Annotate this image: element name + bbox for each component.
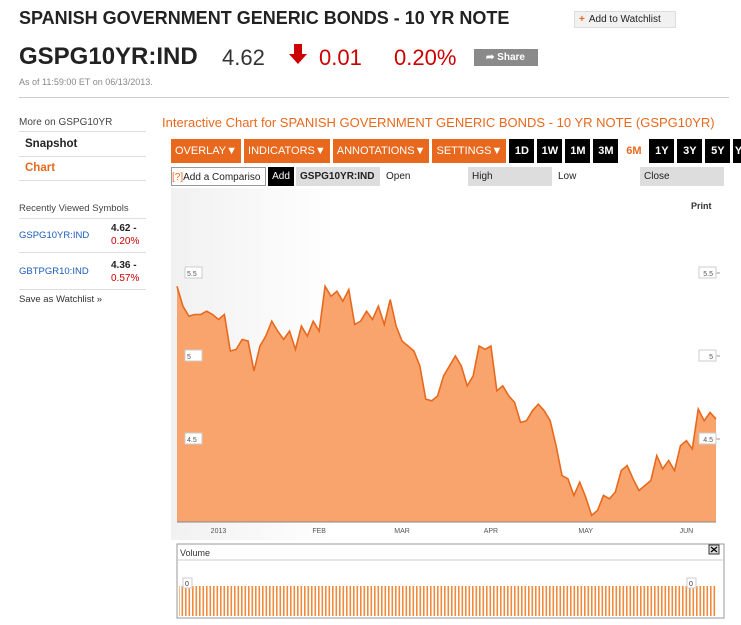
range-button[interactable]: 3Y <box>677 139 703 163</box>
tick-label-box <box>698 349 717 362</box>
nav-link[interactable]: Chart <box>25 162 56 174</box>
chart-heading: Interactive Chart for SPANISH GOVERNMENT… <box>162 115 715 130</box>
volume-title: Volume <box>180 548 210 558</box>
menu-label: ANNOTATIONS <box>336 145 415 157</box>
y-tick-label: 5 <box>709 354 713 361</box>
y-tick-label: 5.5 <box>187 271 197 278</box>
y-tick-label: 4.5 <box>187 437 197 444</box>
recent-title: Recently Viewed Symbols <box>19 203 129 214</box>
page-title: SPANISH GOVERNMENT GENERIC BONDS - 10 YR… <box>19 8 510 28</box>
y-tick-label: 5 <box>187 354 191 361</box>
tick-label-box <box>698 432 717 445</box>
share-button[interactable]: ➦ Share <box>474 49 538 66</box>
x-tick-label: APR <box>484 528 498 535</box>
menu-button[interactable]: INDICATORS▼ <box>244 139 330 163</box>
volume-tick-label: 0 <box>185 581 189 588</box>
range-button[interactable]: 5Y <box>705 139 731 163</box>
recent-symbol[interactable]: GSPG10YR:IND <box>19 230 90 241</box>
recent-symbol[interactable]: GBTPGR10:IND <box>19 266 89 277</box>
x-tick-label: FEB <box>312 528 326 535</box>
y-tick-label: 4.5 <box>703 437 713 444</box>
recent-change: 0.57% <box>111 273 140 284</box>
range-button[interactable]: 1Y <box>649 139 675 163</box>
tick-label-box <box>184 432 203 445</box>
placeholder: Add a Compariso <box>183 172 261 183</box>
change: 0.01 <box>319 45 362 70</box>
range-button[interactable]: 1W <box>537 139 563 163</box>
timestamp: As of 11:59:00 ET on 06/13/2013. <box>19 77 153 87</box>
range-button[interactable]: YTD <box>733 139 741 163</box>
down-arrow <box>289 44 307 64</box>
add-to-watchlist[interactable]: + Add to Watchlist <box>574 11 676 28</box>
menu-button[interactable]: OVERLAY▼ <box>171 139 242 163</box>
change-percent: 0.20% <box>394 45 457 70</box>
area-fill <box>177 286 716 522</box>
price-line <box>176 283 717 517</box>
range-button[interactable]: 1M <box>565 139 591 163</box>
symbol: GSPG10YR:IND <box>19 43 198 70</box>
button-label: Share <box>497 52 525 63</box>
price: 4.62 <box>222 45 265 70</box>
ohlc-field: Open <box>382 167 466 186</box>
link-label: Save as Watchlist <box>19 294 95 305</box>
range-button[interactable]: 3M <box>593 139 619 163</box>
x-tick-label: JUN <box>680 528 694 535</box>
nav-link[interactable]: Snapshot <box>25 138 78 150</box>
volume-tick-label: 0 <box>689 581 693 588</box>
menu-button[interactable]: ANNOTATIONS▼ <box>332 139 430 163</box>
tick-label-box <box>182 577 193 589</box>
menu-button[interactable]: SETTINGS▼ <box>432 139 507 163</box>
volume-bars <box>179 586 716 616</box>
compare-input[interactable]: [?]Add a Compariso <box>171 167 266 186</box>
recent-change: 0.20% <box>111 236 140 247</box>
ohlc-field: Close <box>640 167 724 186</box>
ohlc-field: High <box>468 167 552 186</box>
tick-label-box <box>686 577 697 589</box>
menu-label: INDICATORS <box>248 145 315 157</box>
recent-price: 4.62 - <box>111 223 137 234</box>
range-button[interactable]: 6M <box>621 139 647 163</box>
menu-label: OVERLAY <box>175 145 227 157</box>
x-tick-label: 2013 <box>211 528 227 535</box>
tick-label-box <box>698 266 717 279</box>
save-watchlist[interactable]: Save as Watchlist » <box>19 294 103 305</box>
recent-price: 4.36 - <box>111 260 137 271</box>
chart: Print 4.5 4.5 5 5 5.5 5.5 2013 FEB MAR APR MAY JUN Vo… <box>171 188 727 619</box>
range-button[interactable]: 1D <box>509 139 535 163</box>
ohlc-field: Low <box>554 167 638 186</box>
print-button: Print <box>691 201 712 211</box>
compare-bar: [?]Add a Compariso Add GSPG10YR:IND Open Hig… <box>171 167 724 186</box>
tick-label-box <box>184 349 203 362</box>
button-label: Add to Watchlist <box>588 14 661 25</box>
x-tick-label: MAR <box>394 528 410 535</box>
more-on: More on GSPG10YR <box>19 117 113 128</box>
menu-label: SETTINGS <box>436 145 492 157</box>
close-x <box>710 546 718 553</box>
symbol-field: GSPG10YR:IND <box>296 167 380 186</box>
x-tick-label: MAY <box>578 528 593 535</box>
add-button[interactable]: Add <box>268 167 294 186</box>
tick-label-box <box>184 266 203 279</box>
toolbar: OVERLAY▼ INDICATORS▼ ANNOTATIONS▼ SETTINGS▼… <box>171 139 741 163</box>
divider <box>19 97 729 98</box>
y-tick-label: 5.5 <box>703 271 713 278</box>
